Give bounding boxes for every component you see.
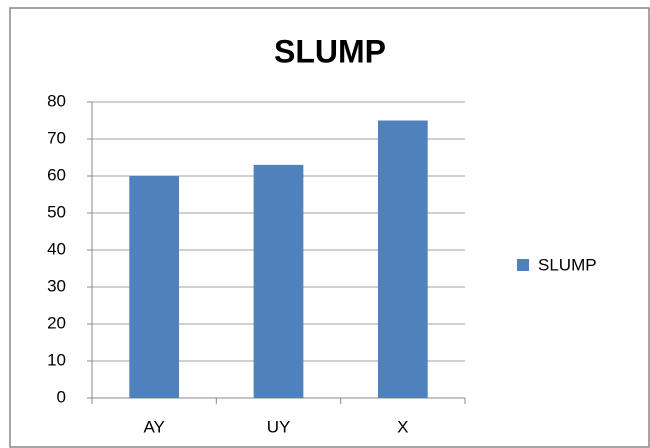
y-tick-label: 40 [47, 239, 66, 258]
y-tick-label: 60 [47, 165, 66, 184]
bar [129, 176, 180, 398]
y-tick-label: 0 [57, 387, 66, 406]
legend-label: SLUMP [538, 255, 597, 274]
x-tick-label: UY [267, 417, 291, 436]
x-tick-label: X [397, 417, 408, 436]
y-tick-label: 30 [47, 276, 66, 295]
chart-border [9, 7, 650, 448]
y-tick-label: 50 [47, 202, 66, 221]
x-tick-label: AY [143, 417, 164, 436]
chart-title: SLUMP [274, 33, 386, 69]
y-tick-label: 10 [47, 350, 66, 369]
legend-swatch [517, 259, 529, 271]
y-tick-label: 70 [47, 128, 66, 147]
bar [253, 164, 304, 398]
y-tick-label: 80 [47, 91, 66, 110]
y-tick-label: 20 [47, 313, 66, 332]
bar [377, 120, 428, 398]
